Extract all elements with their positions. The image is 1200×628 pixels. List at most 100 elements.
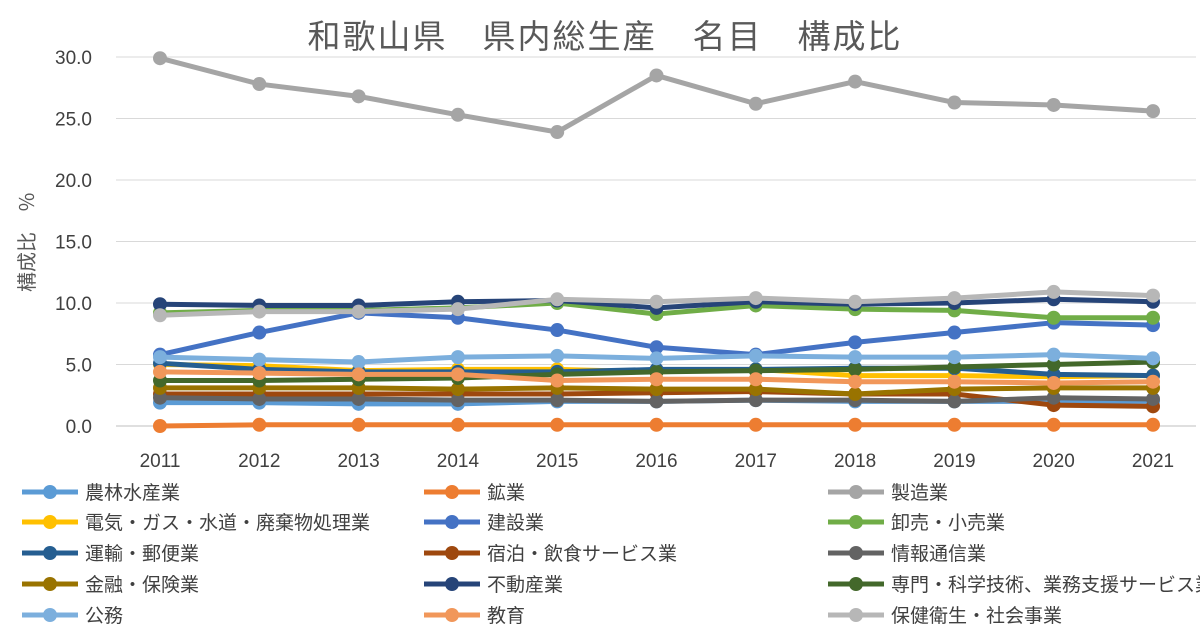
data-point	[947, 291, 962, 306]
legend-item: 保健衛生・社会事業	[828, 605, 1062, 627]
x-tick-label: 2019	[933, 451, 975, 472]
data-point	[351, 417, 366, 432]
legend-swatch-marker	[43, 485, 57, 499]
series-lines	[153, 51, 1160, 433]
legend-label: 教育	[487, 605, 525, 627]
data-point	[748, 372, 763, 387]
legend-item: 不動産業	[424, 574, 563, 596]
data-point	[550, 125, 565, 140]
legend-swatch-marker	[445, 515, 459, 529]
legend-swatch-marker	[445, 546, 459, 560]
data-point	[1146, 374, 1160, 389]
legend-item: 建設業	[424, 512, 544, 534]
x-axis-ticks: 2011 2012 2013 2014 2015 2016 2017 2018 2019 2020…	[140, 451, 1175, 472]
data-point	[1046, 347, 1061, 362]
legend-item: 電気・ガス・水道・廃棄物処理業	[22, 512, 370, 534]
data-point	[450, 417, 465, 432]
legend-item: 教育	[424, 605, 525, 627]
y-tick-label: 25.0	[55, 110, 92, 131]
y-tick-label: 5.0	[66, 356, 92, 377]
data-point	[351, 89, 366, 104]
data-point	[848, 417, 863, 432]
data-point	[1146, 391, 1160, 406]
legend-swatch-marker	[43, 515, 57, 529]
data-point	[649, 340, 664, 355]
data-point	[450, 350, 465, 365]
data-point	[252, 366, 267, 381]
data-point	[848, 74, 863, 89]
legend-item: 公務	[22, 605, 123, 627]
data-point	[748, 393, 763, 408]
x-tick-label: 2016	[635, 451, 677, 472]
legend-swatch-marker	[445, 608, 459, 622]
data-point	[1146, 417, 1160, 432]
legend-item: 農林水産業	[22, 482, 180, 504]
data-point	[450, 107, 465, 122]
data-point	[848, 362, 863, 377]
data-point	[848, 387, 863, 402]
data-point	[748, 382, 763, 397]
legend-item: 鉱業	[424, 482, 525, 504]
legend-swatch-marker	[849, 546, 863, 560]
legend-item: 専門・科学技術、業務支援サービス業	[828, 574, 1200, 596]
chart-title: 和歌山県 県内総生産 名目 構成比	[308, 17, 903, 56]
data-point	[1046, 97, 1061, 112]
legend-label: 公務	[85, 605, 123, 627]
y-tick-label: 20.0	[55, 171, 92, 192]
data-point	[153, 51, 167, 66]
legend-label: 鉱業	[487, 482, 525, 504]
data-point	[1146, 104, 1160, 119]
data-point	[649, 294, 664, 309]
data-point	[153, 419, 167, 433]
y-tick-label: 10.0	[55, 294, 92, 315]
data-point	[550, 323, 565, 338]
x-tick-label: 2012	[238, 451, 280, 472]
x-tick-label: 2018	[834, 451, 876, 472]
data-point	[1146, 310, 1160, 325]
data-point	[351, 391, 366, 406]
data-point	[947, 350, 962, 365]
data-point	[252, 417, 267, 432]
data-point	[252, 304, 267, 319]
data-point	[153, 350, 167, 365]
legend-label: 不動産業	[487, 574, 563, 596]
legend-label: 電気・ガス・水道・廃棄物処理業	[85, 512, 370, 534]
data-point	[153, 308, 167, 323]
data-point	[153, 364, 167, 379]
legend-item: 卸売・小売業	[828, 512, 1005, 534]
data-point	[1046, 284, 1061, 299]
series	[153, 284, 1160, 323]
data-point	[252, 352, 267, 367]
legend-label: 保健衛生・社会事業	[891, 605, 1062, 627]
legend-swatch-marker	[445, 577, 459, 591]
data-point	[153, 390, 167, 405]
data-point	[848, 374, 863, 389]
legend-label: 卸売・小売業	[891, 512, 1005, 534]
y-tick-label: 0.0	[66, 417, 92, 438]
data-point	[450, 382, 465, 397]
legend-swatch-marker	[445, 485, 459, 499]
data-point	[848, 294, 863, 309]
data-point	[848, 350, 863, 365]
data-point	[1146, 288, 1160, 303]
data-point	[450, 302, 465, 317]
data-point	[848, 335, 863, 350]
data-point	[1046, 310, 1061, 325]
x-tick-label: 2011	[140, 451, 181, 472]
legend-label: 情報通信業	[891, 543, 986, 565]
legend-item: 宿泊・飲食サービス業	[424, 543, 677, 565]
data-point	[649, 351, 664, 366]
data-point	[748, 291, 763, 306]
series	[153, 417, 1160, 433]
data-point	[153, 297, 167, 312]
data-point	[947, 359, 962, 374]
data-point	[550, 348, 565, 363]
data-point	[351, 355, 366, 370]
data-point	[748, 348, 763, 363]
legend-swatch-marker	[43, 546, 57, 560]
data-point	[649, 394, 664, 409]
y-axis-ticks: 0.0 5.0 10.0 15.0 20.0 25.0 30.0	[55, 48, 92, 438]
legend-label: 専門・科学技術、業務支援サービス業	[891, 574, 1200, 596]
